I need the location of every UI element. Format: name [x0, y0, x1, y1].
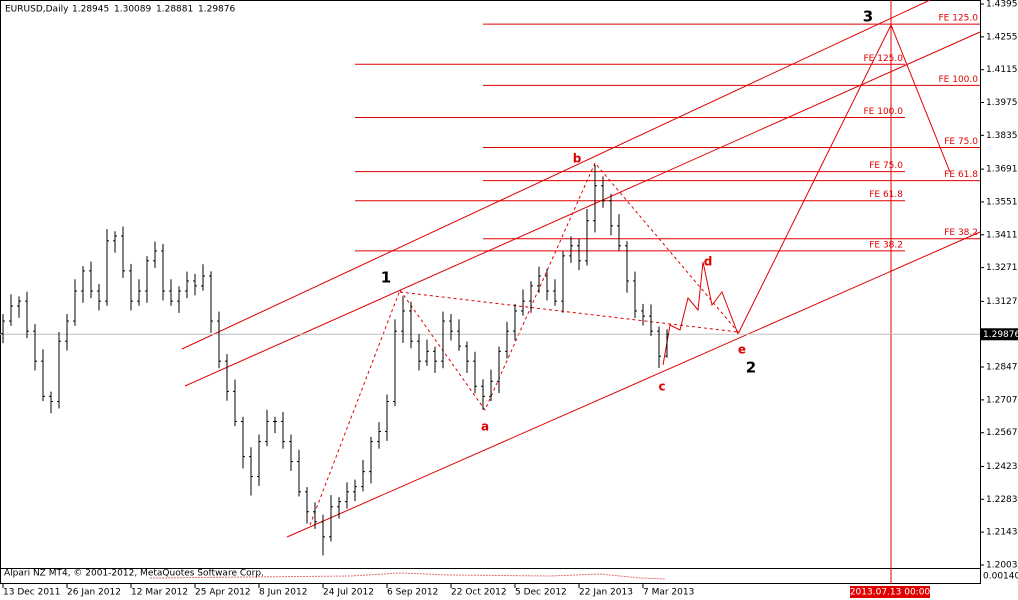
chart-title: EURUSD,Daily [5, 5, 69, 15]
x-tick-label: 26 Jan 2012 [67, 588, 121, 598]
y-tick-label: 1.42559 [986, 32, 1018, 42]
y-tick-label: 1.35519 [986, 197, 1018, 207]
fe-label: FE 38.2 [944, 228, 978, 238]
wave-label: 2 [746, 359, 756, 377]
y-tick-label: 1.28479 [986, 363, 1018, 373]
fe-label: FE 61.8 [944, 170, 978, 180]
channel-middle [184, 31, 981, 387]
y-tick-label: 1.32719 [986, 263, 1018, 273]
wave-label: 1 [381, 269, 391, 287]
y-tick-label: 1.24239 [986, 462, 1018, 472]
wave-label: d [704, 255, 713, 269]
y-tick-label: 1.36919 [986, 165, 1018, 175]
fe-label: FE 100.0 [939, 75, 979, 85]
wave-label: e [738, 343, 746, 357]
price-tag [981, 328, 1018, 341]
y-tick-label: 1.41159 [986, 65, 1018, 75]
wave-label: a [481, 420, 489, 434]
y-tick-label: 1.25679 [986, 428, 1018, 438]
fe-label: FE 75.0 [944, 137, 978, 147]
fe-label: FE 125.0 [939, 14, 979, 24]
y-tick-label: 1.34119 [986, 230, 1018, 240]
price-tag-label: 1.29876 [983, 330, 1018, 340]
x-tick-label: 22 Oct 2012 [451, 588, 507, 598]
x-tick-label: 24 Jul 2012 [323, 588, 374, 598]
header-value: 1.28881 [156, 5, 193, 15]
indicator-line [149, 572, 666, 580]
wave-dashed [399, 291, 739, 333]
y-tick-label: 1.43959 [986, 0, 1018, 10]
header-value: 1.30089 [114, 5, 151, 15]
y-tick-label: 1.27079 [986, 395, 1018, 405]
header-value: 1.28945 [72, 5, 109, 15]
x-tick-label: 22 Jan 2013 [579, 588, 633, 598]
y-tick-label: 1.38359 [986, 131, 1018, 141]
x-tick-label: 25 Apr 2012 [195, 588, 251, 598]
date-tag [850, 586, 930, 598]
y-tick-label: 1.20039 [986, 560, 1018, 570]
x-tick-label: 13 Dec 2011 [3, 588, 61, 598]
y-tick-label: 1.21439 [986, 528, 1018, 538]
plot-frame [0, 0, 981, 584]
x-tick-label: 7 Mar 2013 [643, 588, 694, 598]
date-tag-label: 2013.07.13 00:00 [850, 588, 931, 598]
footer: Alpari NZ MT4, © 2001-2012, MetaQuotes S… [4, 569, 264, 579]
x-tick-label: 6 Sep 2012 [387, 588, 438, 598]
fe-label: FE 38.2 [869, 240, 903, 250]
fe-label: FE 125.0 [864, 54, 904, 64]
wave-label: 3 [863, 8, 873, 26]
wave-label: b [573, 152, 582, 166]
y-tick-label: 1.31279 [986, 297, 1018, 307]
header-value: 1.29876 [198, 5, 235, 15]
channel-lower [286, 231, 981, 538]
y-tick-label: 1.39759 [986, 98, 1018, 108]
fe-label: FE 75.0 [869, 161, 903, 171]
wave-dashed [309, 162, 739, 526]
fe-label: FE 61.8 [869, 190, 903, 200]
channel-upper [181, 0, 931, 350]
x-tick-label: 5 Dec 2012 [515, 588, 567, 598]
indicator-value: 0.001404 [983, 572, 1018, 582]
wave-label: c [658, 380, 665, 394]
x-tick-label: 12 Mar 2012 [131, 588, 188, 598]
wave-projection [662, 23, 951, 366]
y-tick-label: 1.22839 [986, 495, 1018, 505]
fe-label: FE 100.0 [864, 107, 904, 117]
x-tick-label: 8 Jun 2012 [259, 588, 307, 598]
